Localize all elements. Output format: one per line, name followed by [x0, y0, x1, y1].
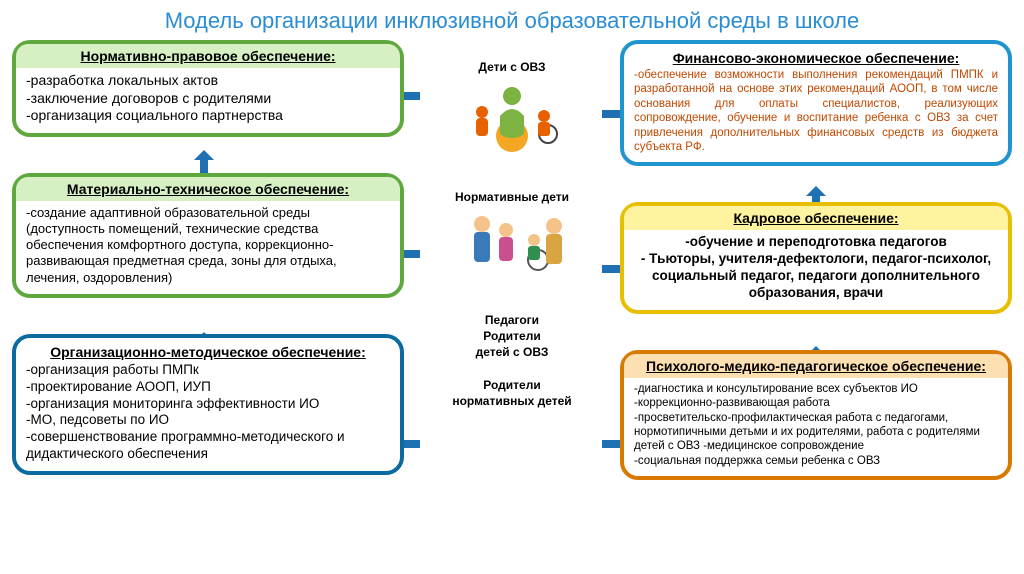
- box-title: Кадровое обеспечение:: [624, 206, 1008, 230]
- diagram: Нормативно-правовое обеспечение: -разраб…: [0, 40, 1024, 570]
- box-organizational-method: Организационно-методическое обеспечение:…: [12, 334, 404, 475]
- title-text: Модель организации инклюзивной образоват…: [165, 8, 860, 33]
- box-title: Финансово-экономическое обеспечение:: [634, 50, 998, 66]
- center-column: Дети с ОВЗ Нормативные дети: [410, 40, 614, 570]
- box-body: -создание адаптивной образовательной сре…: [26, 205, 390, 286]
- box-psycho-medical: Психолого-медико-педагогическое обеспече…: [620, 350, 1012, 480]
- box-normative-legal: Нормативно-правовое обеспечение: -разраб…: [12, 40, 404, 137]
- page-title: Модель организации инклюзивной образоват…: [0, 0, 1024, 40]
- box-staffing: Кадровое обеспечение: -обучение и перепо…: [620, 202, 1012, 314]
- center-label-ovz: Дети с ОВЗ: [410, 60, 614, 74]
- box-title: Психолого-медико-педагогическое обеспече…: [624, 354, 1008, 378]
- box-body: -разработка локальных актов -заключение …: [26, 72, 390, 125]
- center-label-normative: Нормативные дети: [410, 190, 614, 204]
- box-title: Нормативно-правовое обеспечение:: [16, 44, 400, 68]
- box-body: -организация работы ПМПк -проектирование…: [26, 362, 390, 463]
- box-body: -диагностика и консультирование всех суб…: [634, 382, 998, 468]
- box-title: Материально-техническое обеспечение:: [16, 177, 400, 201]
- box-financial: Финансово-экономическое обеспечение: -об…: [620, 40, 1012, 166]
- center-label-participants: Педагоги Родители детей с ОВЗ Родители н…: [410, 312, 614, 409]
- box-title: Организационно-методическое обеспечение:: [26, 344, 390, 360]
- box-body: -обеспечение возможности выполнения реко…: [634, 68, 998, 154]
- illustration-family: [452, 206, 572, 284]
- right-column: Финансово-экономическое обеспечение: -об…: [620, 40, 1012, 480]
- box-body: -обучение и переподготовка педагогов - Т…: [634, 234, 998, 302]
- illustration-ovz: [452, 76, 572, 154]
- left-column: Нормативно-правовое обеспечение: -разраб…: [12, 40, 404, 475]
- box-material-technical: Материально-техническое обеспечение: -со…: [12, 173, 404, 298]
